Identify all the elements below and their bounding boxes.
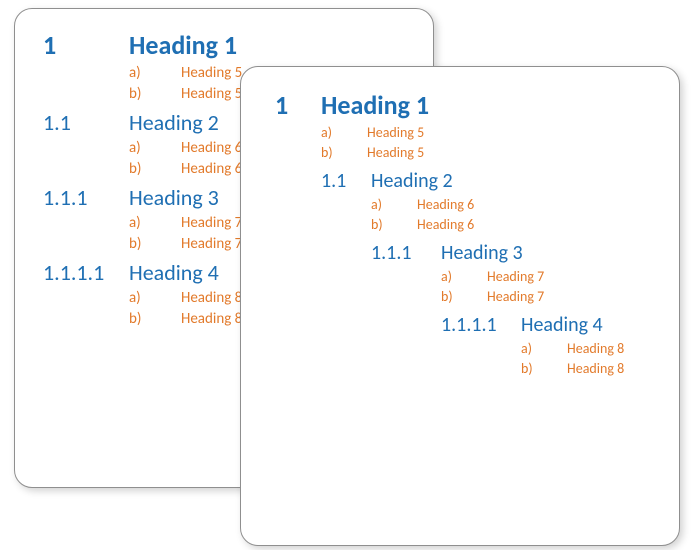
subitem-row: a) Heading 8	[275, 340, 655, 357]
heading-number: 1.1	[321, 169, 371, 193]
subitem-row: b) Heading 6	[275, 216, 655, 233]
subitem-marker: a)	[129, 64, 181, 82]
heading-row: 1 Heading 1	[43, 29, 409, 61]
heading-number: 1.1.1	[371, 241, 441, 265]
subitem-label: Heading 7	[181, 214, 242, 232]
subitem-label: Heading 5	[367, 124, 424, 141]
heading-row: 1.1.1.1 Heading 4	[275, 313, 655, 337]
card-nested-list: 1 Heading 1 a) Heading 5 b) Heading 5 1.…	[240, 66, 680, 546]
heading-label: Heading 1	[321, 89, 429, 121]
subitem-row: b) Heading 8	[275, 360, 655, 377]
subitem-label: Heading 8	[181, 289, 242, 307]
heading-label: Heading 4	[521, 313, 603, 337]
subitem-label: Heading 6	[181, 160, 242, 178]
heading-label: Heading 3	[441, 241, 523, 265]
subitem-marker: a)	[441, 268, 487, 285]
subitem-row: a) Heading 6	[275, 196, 655, 213]
subitem-marker: a)	[371, 196, 417, 213]
heading-label: Heading 1	[129, 29, 237, 61]
heading-number: 1	[43, 29, 129, 61]
heading-number: 1.1.1	[43, 184, 129, 211]
subitem-label: Heading 5	[181, 85, 242, 103]
heading-label: Heading 4	[129, 259, 219, 286]
subitem-marker: a)	[129, 214, 181, 232]
heading-row: 1.1.1 Heading 3	[275, 241, 655, 265]
heading-number: 1.1.1.1	[441, 313, 521, 337]
heading-label: Heading 2	[371, 169, 453, 193]
subitem-marker: a)	[521, 340, 567, 357]
subitem-label: Heading 8	[181, 310, 242, 328]
subitem-row: b) Heading 7	[275, 288, 655, 305]
subitem-marker: a)	[129, 289, 181, 307]
heading-label: Heading 3	[129, 184, 219, 211]
subitem-marker: b)	[129, 235, 181, 253]
subitem-label: Heading 6	[417, 216, 474, 233]
subitem-marker: b)	[129, 160, 181, 178]
subitem-marker: b)	[371, 216, 417, 233]
subitem-label: Heading 5	[367, 144, 424, 161]
heading-number: 1.1	[43, 109, 129, 136]
heading-number: 1	[275, 89, 321, 121]
subitem-label: Heading 7	[487, 288, 544, 305]
heading-row: 1 Heading 1	[275, 89, 655, 121]
subitem-label: Heading 7	[487, 268, 544, 285]
heading-number: 1.1.1.1	[43, 259, 129, 286]
subitem-marker: b)	[321, 144, 367, 161]
subitem-marker: a)	[321, 124, 367, 141]
heading-row: 1.1 Heading 2	[275, 169, 655, 193]
subitem-row: a) Heading 7	[275, 268, 655, 285]
subitem-marker: b)	[129, 85, 181, 103]
subitem-label: Heading 6	[181, 139, 242, 157]
subitem-marker: b)	[441, 288, 487, 305]
subitem-label: Heading 5	[181, 64, 242, 82]
subitem-marker: b)	[521, 360, 567, 377]
subitem-label: Heading 7	[181, 235, 242, 253]
subitem-marker: a)	[129, 139, 181, 157]
subitem-row: a) Heading 5	[275, 124, 655, 141]
subitem-row: b) Heading 5	[275, 144, 655, 161]
heading-label: Heading 2	[129, 109, 219, 136]
subitem-label: Heading 8	[567, 360, 624, 377]
subitem-label: Heading 6	[417, 196, 474, 213]
subitem-marker: b)	[129, 310, 181, 328]
subitem-label: Heading 8	[567, 340, 624, 357]
